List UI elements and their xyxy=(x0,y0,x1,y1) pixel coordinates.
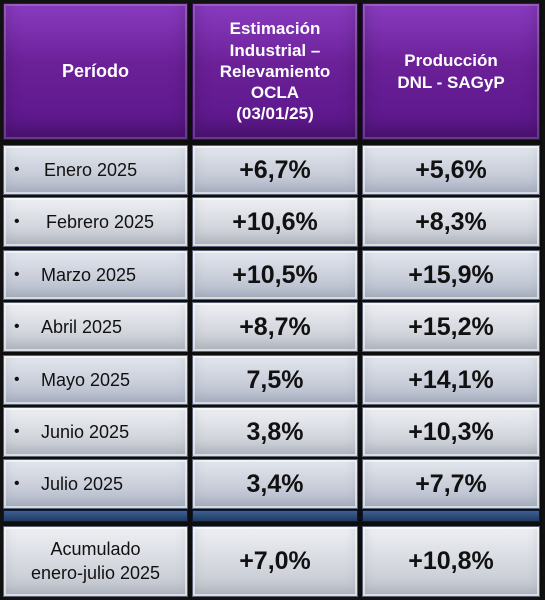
table-row-period: • Mayo 2025 xyxy=(3,355,188,405)
ocla-value: 3,4% xyxy=(192,459,358,509)
ocla-value: +10,6% xyxy=(192,197,358,247)
header-produccion-dnl: Producción DNL - SAGyP xyxy=(362,3,540,140)
dnl-value: +7,7% xyxy=(362,459,540,509)
divider-band xyxy=(3,510,188,522)
table-row-period: • Febrero 2025 xyxy=(3,197,188,247)
table-row-period: • Junio 2025 xyxy=(3,407,188,457)
total-ocla-value: +7,0% xyxy=(192,526,358,597)
period-label: Enero 2025 xyxy=(44,159,138,180)
header-estimacion-ocla: Estimación Industrial – Relevamiento OCL… xyxy=(192,3,358,140)
header-estimacion-ocla-label: Estimación Industrial – Relevamiento OCL… xyxy=(219,19,331,124)
header-produccion-dnl-label: Producción DNL - SAGyP xyxy=(397,51,505,92)
ocla-value: +8,7% xyxy=(192,302,358,352)
period-label: Julio 2025 xyxy=(41,473,124,494)
period-label: Febrero 2025 xyxy=(46,211,155,232)
bullet-icon: • xyxy=(14,266,20,283)
dnl-value: +14,1% xyxy=(362,355,540,405)
bullet-icon: • xyxy=(14,213,20,230)
table-row-period: • Enero 2025 xyxy=(3,145,188,195)
dnl-value: +10,3% xyxy=(362,407,540,457)
total-label-text: Acumulado enero-julio 2025 xyxy=(30,539,161,583)
table-row-period: • Abril 2025 xyxy=(3,302,188,352)
ocla-value: +6,7% xyxy=(192,145,358,195)
period-label: Junio 2025 xyxy=(41,421,130,442)
header-periodo: Período xyxy=(3,3,188,140)
period-label: Marzo 2025 xyxy=(41,264,137,285)
table-row-period: • Julio 2025 xyxy=(3,459,188,509)
dnl-value: +15,9% xyxy=(362,250,540,300)
ocla-value: 3,8% xyxy=(192,407,358,457)
dnl-value: +5,6% xyxy=(362,145,540,195)
dnl-value: +15,2% xyxy=(362,302,540,352)
bullet-icon: • xyxy=(14,318,20,335)
bullet-icon: • xyxy=(14,423,20,440)
table-row-period: • Marzo 2025 xyxy=(3,250,188,300)
bullet-icon: • xyxy=(14,475,20,492)
total-dnl-value: +10,8% xyxy=(362,526,540,597)
ocla-value: +10,5% xyxy=(192,250,358,300)
period-label: Abril 2025 xyxy=(41,316,123,337)
divider-band xyxy=(192,510,358,522)
divider-band xyxy=(362,510,540,522)
bullet-icon: • xyxy=(14,371,20,388)
ocla-value: 7,5% xyxy=(192,355,358,405)
total-label: Acumulado enero-julio 2025 xyxy=(3,526,188,597)
period-label: Mayo 2025 xyxy=(41,369,131,390)
dnl-value: +8,3% xyxy=(362,197,540,247)
bullet-icon: • xyxy=(14,161,20,178)
header-periodo-label: Período xyxy=(61,61,129,82)
